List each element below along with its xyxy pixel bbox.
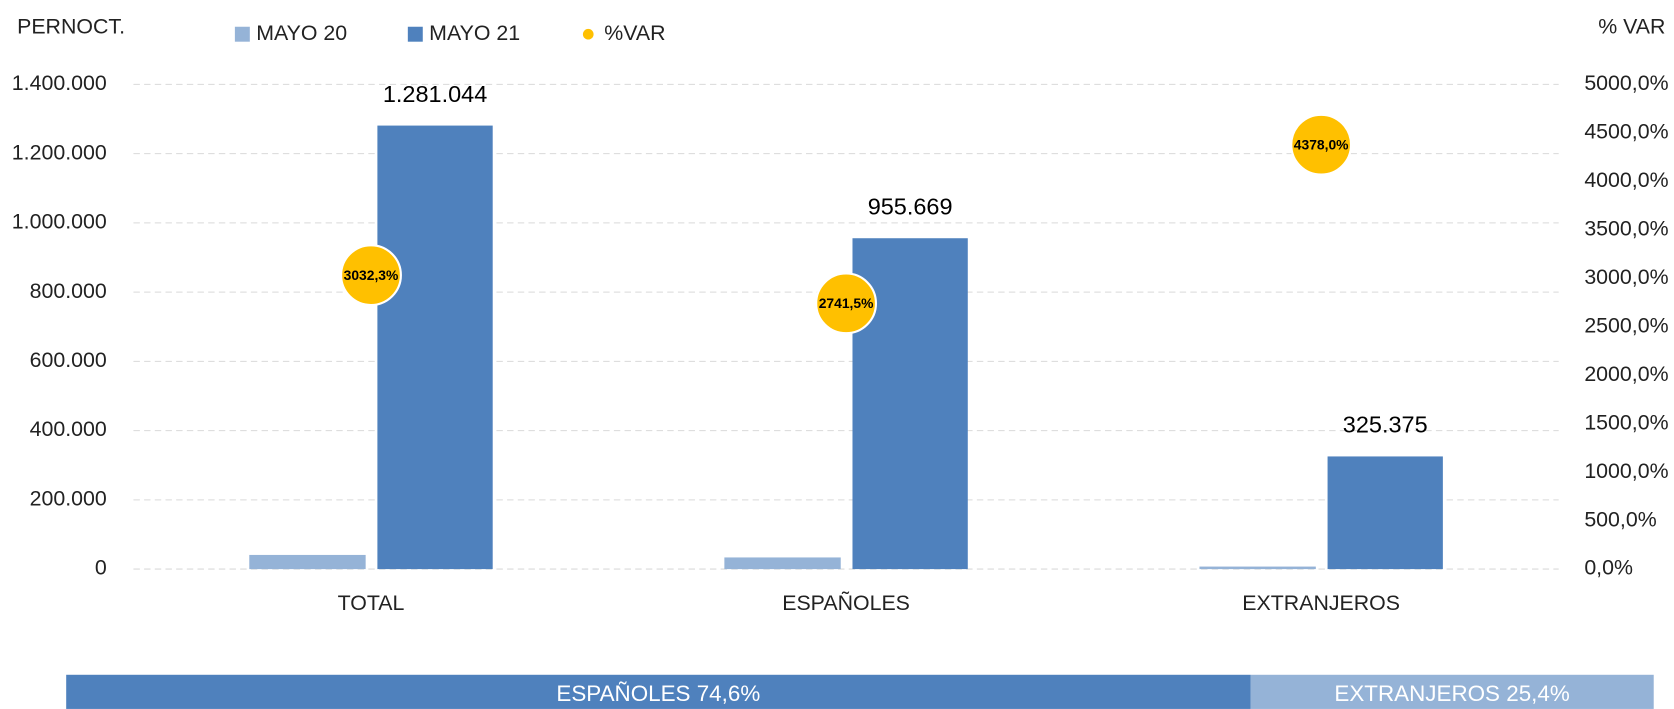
y2-tick-label: 1000,0% xyxy=(1584,459,1668,483)
y-tick-label: 1.200.000 xyxy=(12,140,107,164)
legend-label: %VAR xyxy=(604,21,665,45)
bar xyxy=(1327,456,1443,570)
y2-tick-label: 3500,0% xyxy=(1584,216,1668,240)
share-segment xyxy=(1250,674,1654,709)
var-point xyxy=(340,244,402,307)
y-tick-label: 0 xyxy=(95,556,107,580)
y2-tick-label: 3000,0% xyxy=(1584,265,1668,289)
bar xyxy=(724,557,841,570)
share-segment xyxy=(66,674,1251,709)
y2-tick-label: 1500,0% xyxy=(1584,410,1668,434)
legend-swatch xyxy=(582,28,594,40)
y2-tick-label: 0,0% xyxy=(1584,556,1633,580)
legend-label: MAYO 20 xyxy=(256,21,347,45)
data-label: 325.375 xyxy=(1343,412,1428,438)
y2-tick-label: 4500,0% xyxy=(1584,120,1668,144)
y-axis-title: PERNOCT. xyxy=(17,14,125,38)
y-tick-label: 400.000 xyxy=(30,417,107,441)
x-tick-label: ESPAÑOLES xyxy=(782,590,910,615)
var-point xyxy=(815,272,878,335)
x-tick-label: EXTRANJEROS xyxy=(1242,591,1400,615)
data-label: 955.669 xyxy=(868,194,953,220)
bar xyxy=(249,554,366,570)
data-label: 4378,0% xyxy=(1294,136,1349,152)
share-label: EXTRANJEROS 25,4% xyxy=(1334,681,1569,706)
y-tick-label: 1.400.000 xyxy=(12,71,107,95)
bar xyxy=(377,125,493,570)
y2-tick-label: 4000,0% xyxy=(1584,168,1668,192)
bar xyxy=(1199,566,1316,570)
data-label: 3032,3% xyxy=(344,267,399,283)
y2-tick-label: 2500,0% xyxy=(1584,313,1668,337)
y2-tick-label: 2000,0% xyxy=(1584,362,1668,386)
y2-tick-label: 500,0% xyxy=(1584,507,1656,531)
legend-swatch xyxy=(234,26,250,42)
data-label: 2741,5% xyxy=(819,295,874,311)
var-point xyxy=(1290,113,1353,176)
legend-label: MAYO 21 xyxy=(429,21,520,45)
y-tick-label: 1.000.000 xyxy=(12,210,107,234)
y2-axis-title: % VAR xyxy=(1598,14,1665,38)
x-tick-label: TOTAL xyxy=(338,591,405,615)
share-label: ESPAÑOLES 74,6% xyxy=(556,681,760,706)
legend-swatch xyxy=(407,26,423,42)
y-tick-label: 800.000 xyxy=(30,279,107,303)
data-label: 1.281.044 xyxy=(383,81,487,107)
y-tick-label: 600.000 xyxy=(30,348,107,372)
y2-tick-label: 5000,0% xyxy=(1584,71,1668,95)
y-tick-label: 200.000 xyxy=(30,486,107,510)
